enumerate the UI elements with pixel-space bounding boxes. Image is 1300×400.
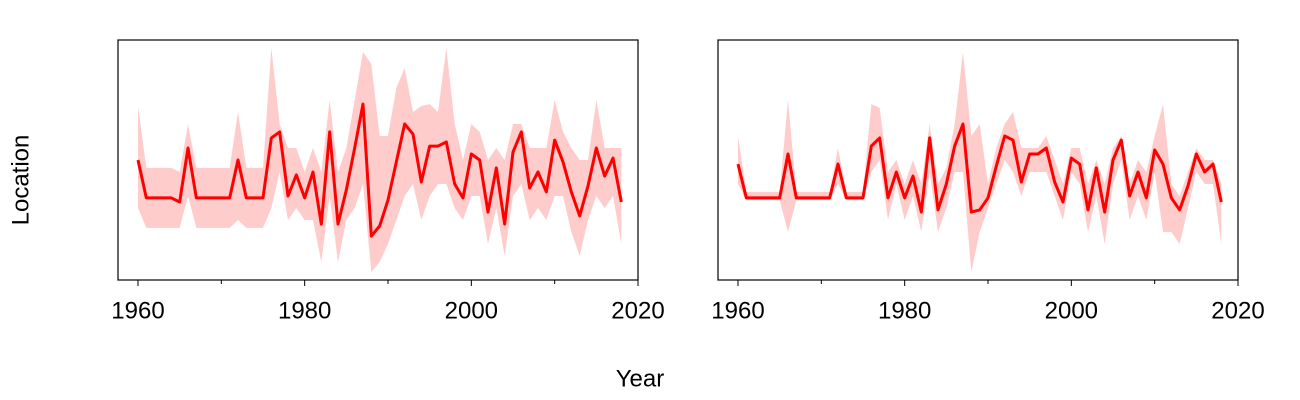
- x-tick-label: 2020: [611, 297, 664, 324]
- x-tick-label: 1980: [278, 297, 331, 324]
- x-tick-label: 1980: [878, 297, 931, 324]
- x-axis-label: Year: [616, 365, 665, 392]
- x-tick-label: 2000: [445, 297, 498, 324]
- y-axis-label: Location: [7, 135, 34, 226]
- plot-frame: [117, 39, 639, 281]
- x-tick-label: 1960: [711, 297, 764, 324]
- line: [736, 122, 1223, 214]
- x-tick-label: 2000: [1045, 297, 1098, 324]
- line: [136, 102, 623, 238]
- confidence-band: [138, 47, 622, 273]
- x-tick-label: 1960: [111, 297, 164, 324]
- plot-frame: [717, 39, 1239, 281]
- confidence-band: [738, 52, 1222, 273]
- x-tick-label: 2020: [1211, 297, 1264, 324]
